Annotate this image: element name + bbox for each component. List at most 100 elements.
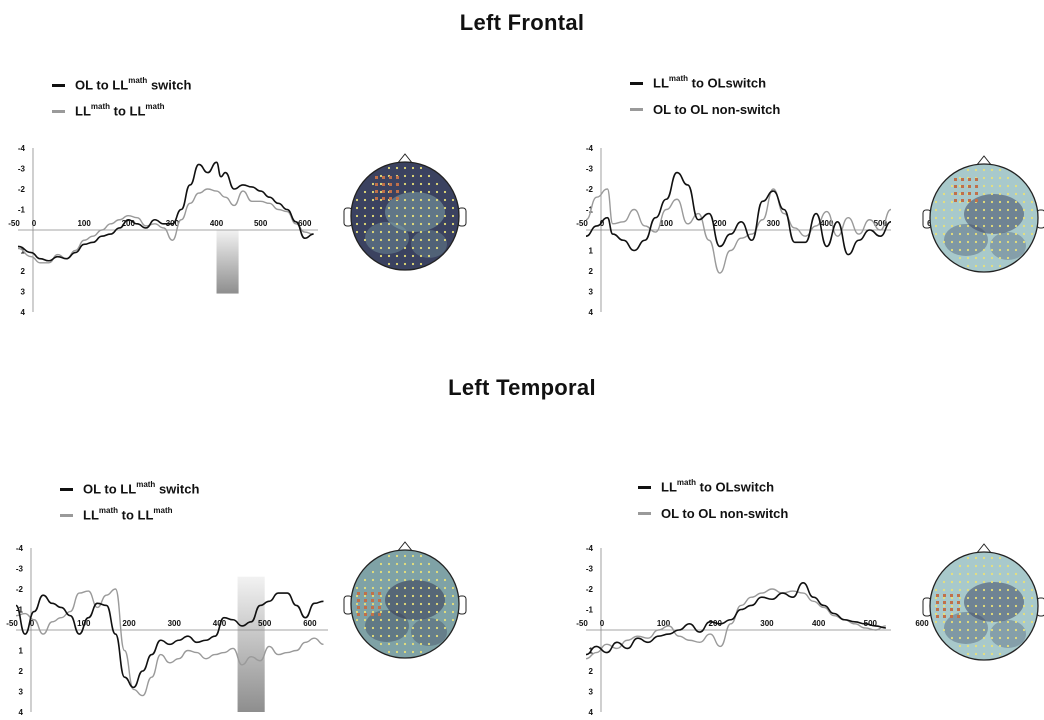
x-tick-label: 100 — [657, 619, 671, 628]
head-outline — [929, 551, 1039, 661]
legend-label: OL to OL non-switch — [661, 505, 789, 521]
y-tick-label: -4 — [16, 544, 24, 553]
y-tick-label: 2 — [19, 667, 24, 676]
legend-label: LLmath to LLmath — [83, 506, 173, 523]
y-tick-label: -1 — [18, 206, 26, 215]
x-tick-label: 500 — [864, 619, 878, 628]
x-tick-label: 500 — [254, 219, 268, 228]
y-tick-label: -2 — [16, 585, 24, 594]
legend-swatch — [60, 487, 73, 491]
legend-item: OL to LLmath switch — [60, 476, 199, 502]
y-tick-label: -3 — [586, 565, 594, 574]
x-tick-label: 400 — [820, 219, 834, 228]
y-tick-label: 3 — [589, 688, 594, 697]
legend-label: LLmath to OLswitch — [653, 74, 767, 91]
y-tick-label: -1 — [16, 606, 24, 615]
section-title-left-temporal: Left Temporal — [448, 375, 596, 400]
x-tick-label: -50 — [8, 219, 20, 228]
legend-item: LLmath to LLmath — [52, 98, 191, 124]
x-tick-label: 0 — [32, 219, 37, 228]
x-tick-label: -50 — [576, 219, 588, 228]
series-line-light — [585, 588, 886, 660]
y-tick-label: 2 — [21, 267, 26, 276]
legend-swatch — [630, 81, 643, 85]
y-tick-label: -2 — [586, 585, 594, 594]
y-tick-label: 3 — [589, 288, 594, 297]
x-tick-label: 600 — [303, 619, 317, 628]
series-line-dark — [585, 171, 892, 256]
head-outline — [350, 161, 460, 271]
head-outline — [929, 163, 1039, 273]
y-tick-label: 3 — [19, 688, 24, 697]
series-line-light — [585, 188, 892, 274]
x-tick-label: 200 — [122, 619, 136, 628]
legend-panel-4: LLmath to OLswitch OL to OL non-switch — [638, 474, 788, 526]
legend-label: OL to LLmath switch — [83, 480, 200, 497]
y-tick-label: 2 — [589, 667, 594, 676]
y-tick-label: -4 — [586, 544, 594, 553]
legend-label: LLmath to OLswitch — [661, 478, 775, 495]
scalp-topography-map-4 — [922, 543, 1044, 661]
legend-swatch — [638, 485, 651, 489]
x-tick-label: 0 — [600, 619, 605, 628]
x-tick-label: 200 — [122, 219, 136, 228]
y-tick-label: -3 — [18, 165, 26, 174]
y-tick-label: -1 — [586, 606, 594, 615]
legend-swatch — [638, 511, 651, 515]
y-tick-label: -2 — [586, 185, 594, 194]
y-tick-label: 4 — [19, 708, 24, 717]
scalp-field — [351, 162, 459, 270]
y-tick-label: -3 — [16, 565, 24, 574]
legend-item: OL to LLmath switch — [52, 72, 191, 98]
x-tick-label: 300 — [767, 219, 781, 228]
legend-swatch — [52, 109, 65, 113]
x-tick-label: 100 — [77, 219, 91, 228]
highlight-window — [216, 230, 239, 294]
legend-item: LLmath to OLswitch — [638, 474, 788, 500]
legend-item: LLmath to OLswitch — [630, 70, 780, 96]
y-tick-label: 3 — [21, 288, 26, 297]
scalp-topography-map-1 — [343, 153, 467, 271]
legend-panel-3: OL to LLmath switch LLmath to LLmath — [60, 476, 199, 528]
x-tick-label: 300 — [168, 619, 182, 628]
x-tick-label: 500 — [874, 219, 888, 228]
x-tick-label: 0 — [600, 219, 605, 228]
x-tick-label: -50 — [576, 619, 588, 628]
series-line-dark — [585, 582, 886, 656]
legend-swatch — [60, 513, 73, 517]
legend-panel-1: OL to LLmath switch LLmath to LLmath — [52, 72, 191, 124]
x-tick-label: 500 — [258, 619, 272, 628]
legend-panel-2: LLmath to OLswitch OL to OL non-switch — [630, 70, 780, 122]
x-tick-label: 400 — [210, 219, 224, 228]
y-tick-label: -1 — [586, 206, 594, 215]
x-tick-label: 200 — [713, 219, 727, 228]
nose-outline — [396, 541, 414, 553]
y-tick-label: 2 — [589, 267, 594, 276]
scalp-field — [930, 552, 1038, 660]
y-tick-label: -2 — [18, 185, 26, 194]
y-tick-label: 4 — [589, 708, 594, 717]
head-outline — [350, 549, 460, 659]
x-tick-label: 600 — [298, 219, 312, 228]
legend-item: LLmath to LLmath — [60, 502, 199, 528]
x-tick-label: 400 — [812, 619, 826, 628]
y-tick-label: 1 — [589, 247, 594, 256]
legend-item: OL to OL non-switch — [630, 96, 780, 122]
y-tick-label: -4 — [18, 144, 26, 153]
scalp-field — [351, 550, 459, 658]
legend-label: OL to LLmath switch — [75, 76, 192, 93]
legend-swatch — [52, 83, 65, 87]
x-tick-label: 300 — [760, 619, 774, 628]
x-tick-label: 600 — [915, 619, 929, 628]
section-title-left-frontal: Left Frontal — [459, 10, 585, 35]
y-tick-label: 1 — [19, 647, 24, 656]
legend-swatch — [630, 107, 643, 111]
legend-label: OL to OL non-switch — [653, 101, 781, 117]
x-tick-label: 100 — [660, 219, 674, 228]
scalp-topography-map-2 — [922, 155, 1044, 273]
scalp-field — [930, 164, 1038, 272]
